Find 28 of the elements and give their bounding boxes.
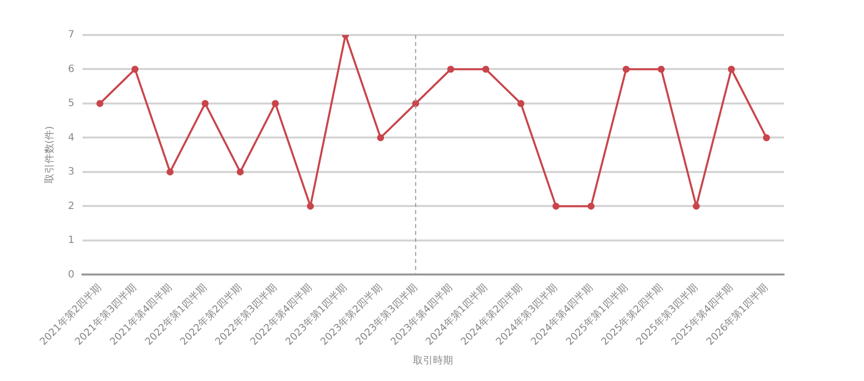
point: [552, 202, 560, 210]
point: [306, 202, 314, 210]
point: [588, 202, 595, 210]
point: [622, 66, 630, 73]
y-tick-label: 7: [68, 30, 74, 41]
point: [658, 66, 665, 73]
y-axis-title: 取引件数(件): [44, 126, 56, 184]
x-axis-title: 取引時期: [413, 354, 454, 367]
point: [202, 100, 209, 107]
point: [96, 100, 104, 107]
point: [482, 66, 490, 73]
point: [272, 100, 279, 107]
y-tick-label: 0: [68, 269, 74, 280]
y-tick-label: 4: [68, 132, 74, 144]
point: [728, 66, 735, 73]
y-tick-label: 3: [68, 166, 74, 178]
point: [166, 168, 174, 176]
point: [692, 202, 700, 210]
point: [762, 134, 770, 142]
point: [517, 100, 524, 107]
point: [377, 134, 384, 142]
point: [236, 168, 244, 176]
point: [131, 66, 138, 73]
y-tick-label: 2: [68, 200, 74, 212]
y-tick-label: 5: [68, 98, 74, 110]
y-tick-label: 6: [68, 64, 74, 75]
point: [447, 66, 454, 73]
y-tick-label: 1: [68, 235, 74, 246]
